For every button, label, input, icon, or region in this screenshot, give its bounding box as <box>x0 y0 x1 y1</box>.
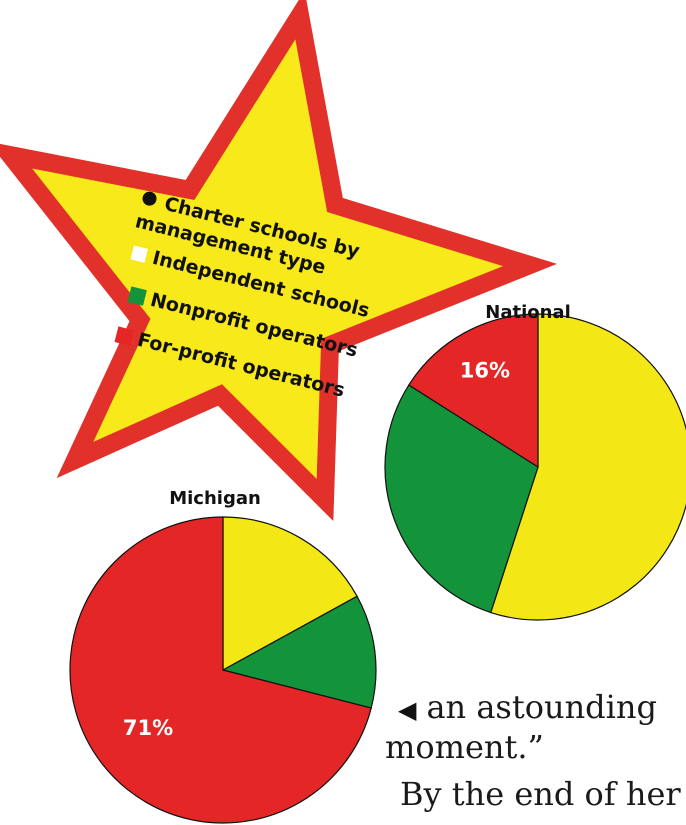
left-triangle-icon: ◀ <box>398 696 417 724</box>
legend-swatch-forprofit <box>114 326 134 346</box>
body-text-line1: ◀ an astounding <box>398 688 657 726</box>
body-text-line1-text: an astounding <box>426 688 657 726</box>
pie-label-michigan-forprofit: 71% <box>123 716 173 740</box>
pie-slice-michigan-nonprofit <box>221 595 377 709</box>
pie-national: National 16% <box>384 302 686 621</box>
pie-michigan: Michigan 71% <box>69 488 377 824</box>
pie-title-national: National <box>485 302 570 323</box>
pie-slice-michigan-independent <box>222 516 358 672</box>
pie-slice-national-independent <box>489 313 686 621</box>
pie-slice-michigan-forprofit <box>69 516 372 824</box>
pie-slice-national-nonprofit <box>384 384 539 614</box>
legend-swatch-nonprofit <box>127 286 147 306</box>
body-text-line2: moment.” <box>385 728 544 766</box>
legend-bullet-icon <box>142 191 157 206</box>
legend-star <box>0 0 558 522</box>
pie-title-michigan: Michigan <box>169 488 261 509</box>
pie-slice-national-forprofit <box>407 313 539 469</box>
pie-label-national-forprofit: 16% <box>460 359 510 383</box>
legend-swatch-independent <box>128 243 150 265</box>
body-text-line3: By the end of her <box>400 775 681 813</box>
